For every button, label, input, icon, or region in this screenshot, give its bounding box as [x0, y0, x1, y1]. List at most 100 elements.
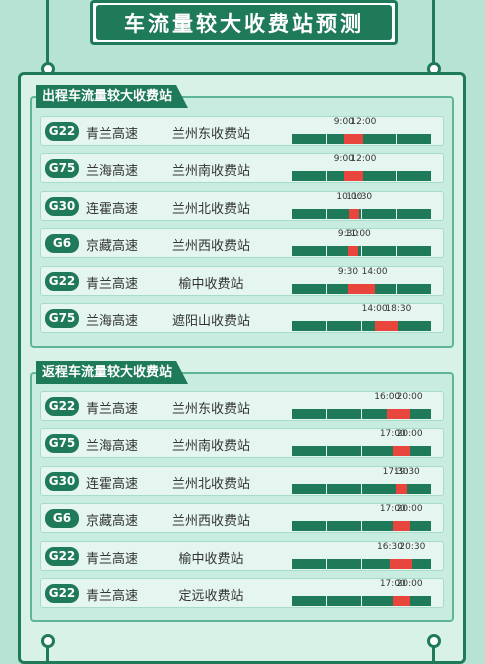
time-bar-segment [292, 409, 327, 419]
station-name: 遮阳山收费站 [171, 314, 250, 329]
time-bar-segment [362, 483, 397, 494]
title-banner: 车流量较大收费站预测 [90, 0, 398, 45]
highway-name: 青兰高速 [86, 402, 139, 417]
peak-end-time: 19:30 [393, 466, 420, 477]
peak-start-time: 16:00 [374, 392, 401, 402]
time-bar-segment [327, 409, 362, 419]
time-bar-segment [397, 483, 432, 494]
time-bar-segment [362, 521, 397, 532]
road-badge: G22 [45, 584, 79, 603]
time-bar-segment [397, 283, 432, 294]
time-bar-segment [292, 208, 327, 219]
time-bar-segment [292, 171, 327, 182]
hanging-string-bottom-right [432, 640, 435, 664]
peak-end-time: 20:00 [396, 429, 423, 440]
time-bar-segment [292, 134, 327, 144]
peak-start-time: 9:00 [333, 117, 354, 127]
peak-start-time: 17:00 [379, 504, 406, 515]
road-badge: G30 [45, 196, 79, 216]
peak-period-highlight [387, 409, 410, 419]
outbound-heading: 出程车流量较大收费站 [36, 85, 188, 108]
title-inner: 车流量较大收费站预测 [96, 5, 392, 40]
time-bar-segment [327, 321, 362, 331]
station-name: 定远收费站 [178, 589, 244, 604]
road-badge: G6 [45, 234, 79, 254]
peak-start-time: 10:00 [336, 191, 363, 202]
time-bar [292, 246, 432, 257]
time-bar-segment [397, 246, 432, 257]
peak-end-time: 20:30 [399, 541, 426, 552]
hanging-string-left [46, 0, 49, 66]
highway-name: 兰海高速 [86, 314, 139, 329]
inbound-row: G22 青兰高速 定远收费站 17:00 20:00 [40, 578, 444, 608]
outbound-row: G30 连霍高速 兰州北收费站 10:00 11:30 [40, 190, 444, 221]
time-bar-segment [362, 446, 397, 457]
peak-period-highlight [348, 246, 358, 257]
time-bar-segment [292, 483, 327, 494]
time-bar-segment [397, 409, 432, 419]
peak-period-highlight [392, 596, 410, 606]
peak-start-time: 16:30 [377, 541, 403, 552]
time-bar-segment [362, 283, 397, 294]
peak-period-highlight [343, 171, 364, 182]
peak-end-time: 11:30 [346, 191, 373, 202]
outbound-row: G75 兰海高速 遮阳山收费站 14:00 18:30 [40, 303, 444, 333]
road-badge: G22 [45, 271, 79, 291]
time-bar [292, 409, 432, 419]
time-bar-segment [397, 521, 432, 532]
highway-name: 兰海高速 [86, 164, 139, 180]
time-bar-segment [397, 134, 432, 144]
time-bar-segment [397, 558, 432, 569]
road-badge: G75 [45, 159, 79, 179]
peak-end-time: 20:00 [396, 579, 423, 589]
road-badge: G22 [45, 397, 79, 416]
time-bar-segment [397, 321, 432, 331]
peak-end-time: 18:30 [385, 304, 412, 314]
outbound-row: G6 京藏高速 兰州西收费站 9:30 11:00 [40, 228, 444, 259]
time-bar-segment [292, 446, 327, 457]
outbound-row: G75 兰海高速 兰州南收费站 9:00 12:00 [40, 153, 444, 184]
highway-name: 青兰高速 [86, 127, 139, 142]
peak-start-time: 9:00 [333, 154, 354, 165]
time-bar-segment [397, 446, 432, 457]
page-title: 车流量较大收费站预测 [124, 11, 364, 36]
peak-period-highlight [349, 208, 360, 219]
highway-name: 青兰高速 [86, 276, 139, 292]
time-bar [292, 446, 432, 457]
peak-end-time: 20:00 [396, 392, 423, 402]
time-bar-segment [292, 596, 327, 606]
time-bar-segment [362, 208, 397, 219]
time-bar [292, 134, 432, 144]
time-bar [292, 521, 432, 532]
peak-end-time: 11:00 [344, 229, 371, 240]
time-bar-segment [292, 321, 327, 331]
time-bar [292, 596, 432, 606]
peak-end-time: 12:00 [350, 154, 377, 165]
time-bar-segment [292, 283, 327, 294]
time-bar-segment [327, 208, 362, 219]
peak-end-time: 20:00 [396, 504, 423, 515]
inbound-row: G30 连霍高速 兰州北收费站 17:30 19:30 [40, 465, 444, 496]
time-bar-segment [327, 596, 362, 606]
peak-period-highlight [348, 283, 375, 294]
peak-period-highlight [392, 446, 410, 457]
time-bar-segment [397, 208, 432, 219]
time-bar-segment [362, 171, 397, 182]
station-name: 榆中收费站 [178, 276, 244, 292]
inbound-row: G22 青兰高速 榆中收费站 16:30 20:30 [40, 540, 444, 571]
peak-period-highlight [374, 321, 399, 331]
time-bar-segment [327, 246, 362, 257]
hanging-string-right [432, 0, 435, 66]
station-name: 榆中收费站 [178, 551, 244, 567]
peak-start-time: 17:00 [379, 429, 406, 440]
station-name: 兰州东收费站 [171, 127, 250, 142]
highway-name: 连霍高速 [86, 476, 139, 492]
time-bar [292, 321, 432, 331]
inbound-heading: 返程车流量较大收费站 [36, 361, 188, 384]
road-badge: G75 [45, 309, 79, 328]
station-name: 兰州北收费站 [171, 201, 250, 217]
peak-start-time: 17:30 [382, 466, 409, 477]
time-bar-segment [292, 558, 327, 569]
station-name: 兰州西收费站 [171, 239, 250, 255]
peak-start-time: 17:00 [379, 579, 406, 589]
